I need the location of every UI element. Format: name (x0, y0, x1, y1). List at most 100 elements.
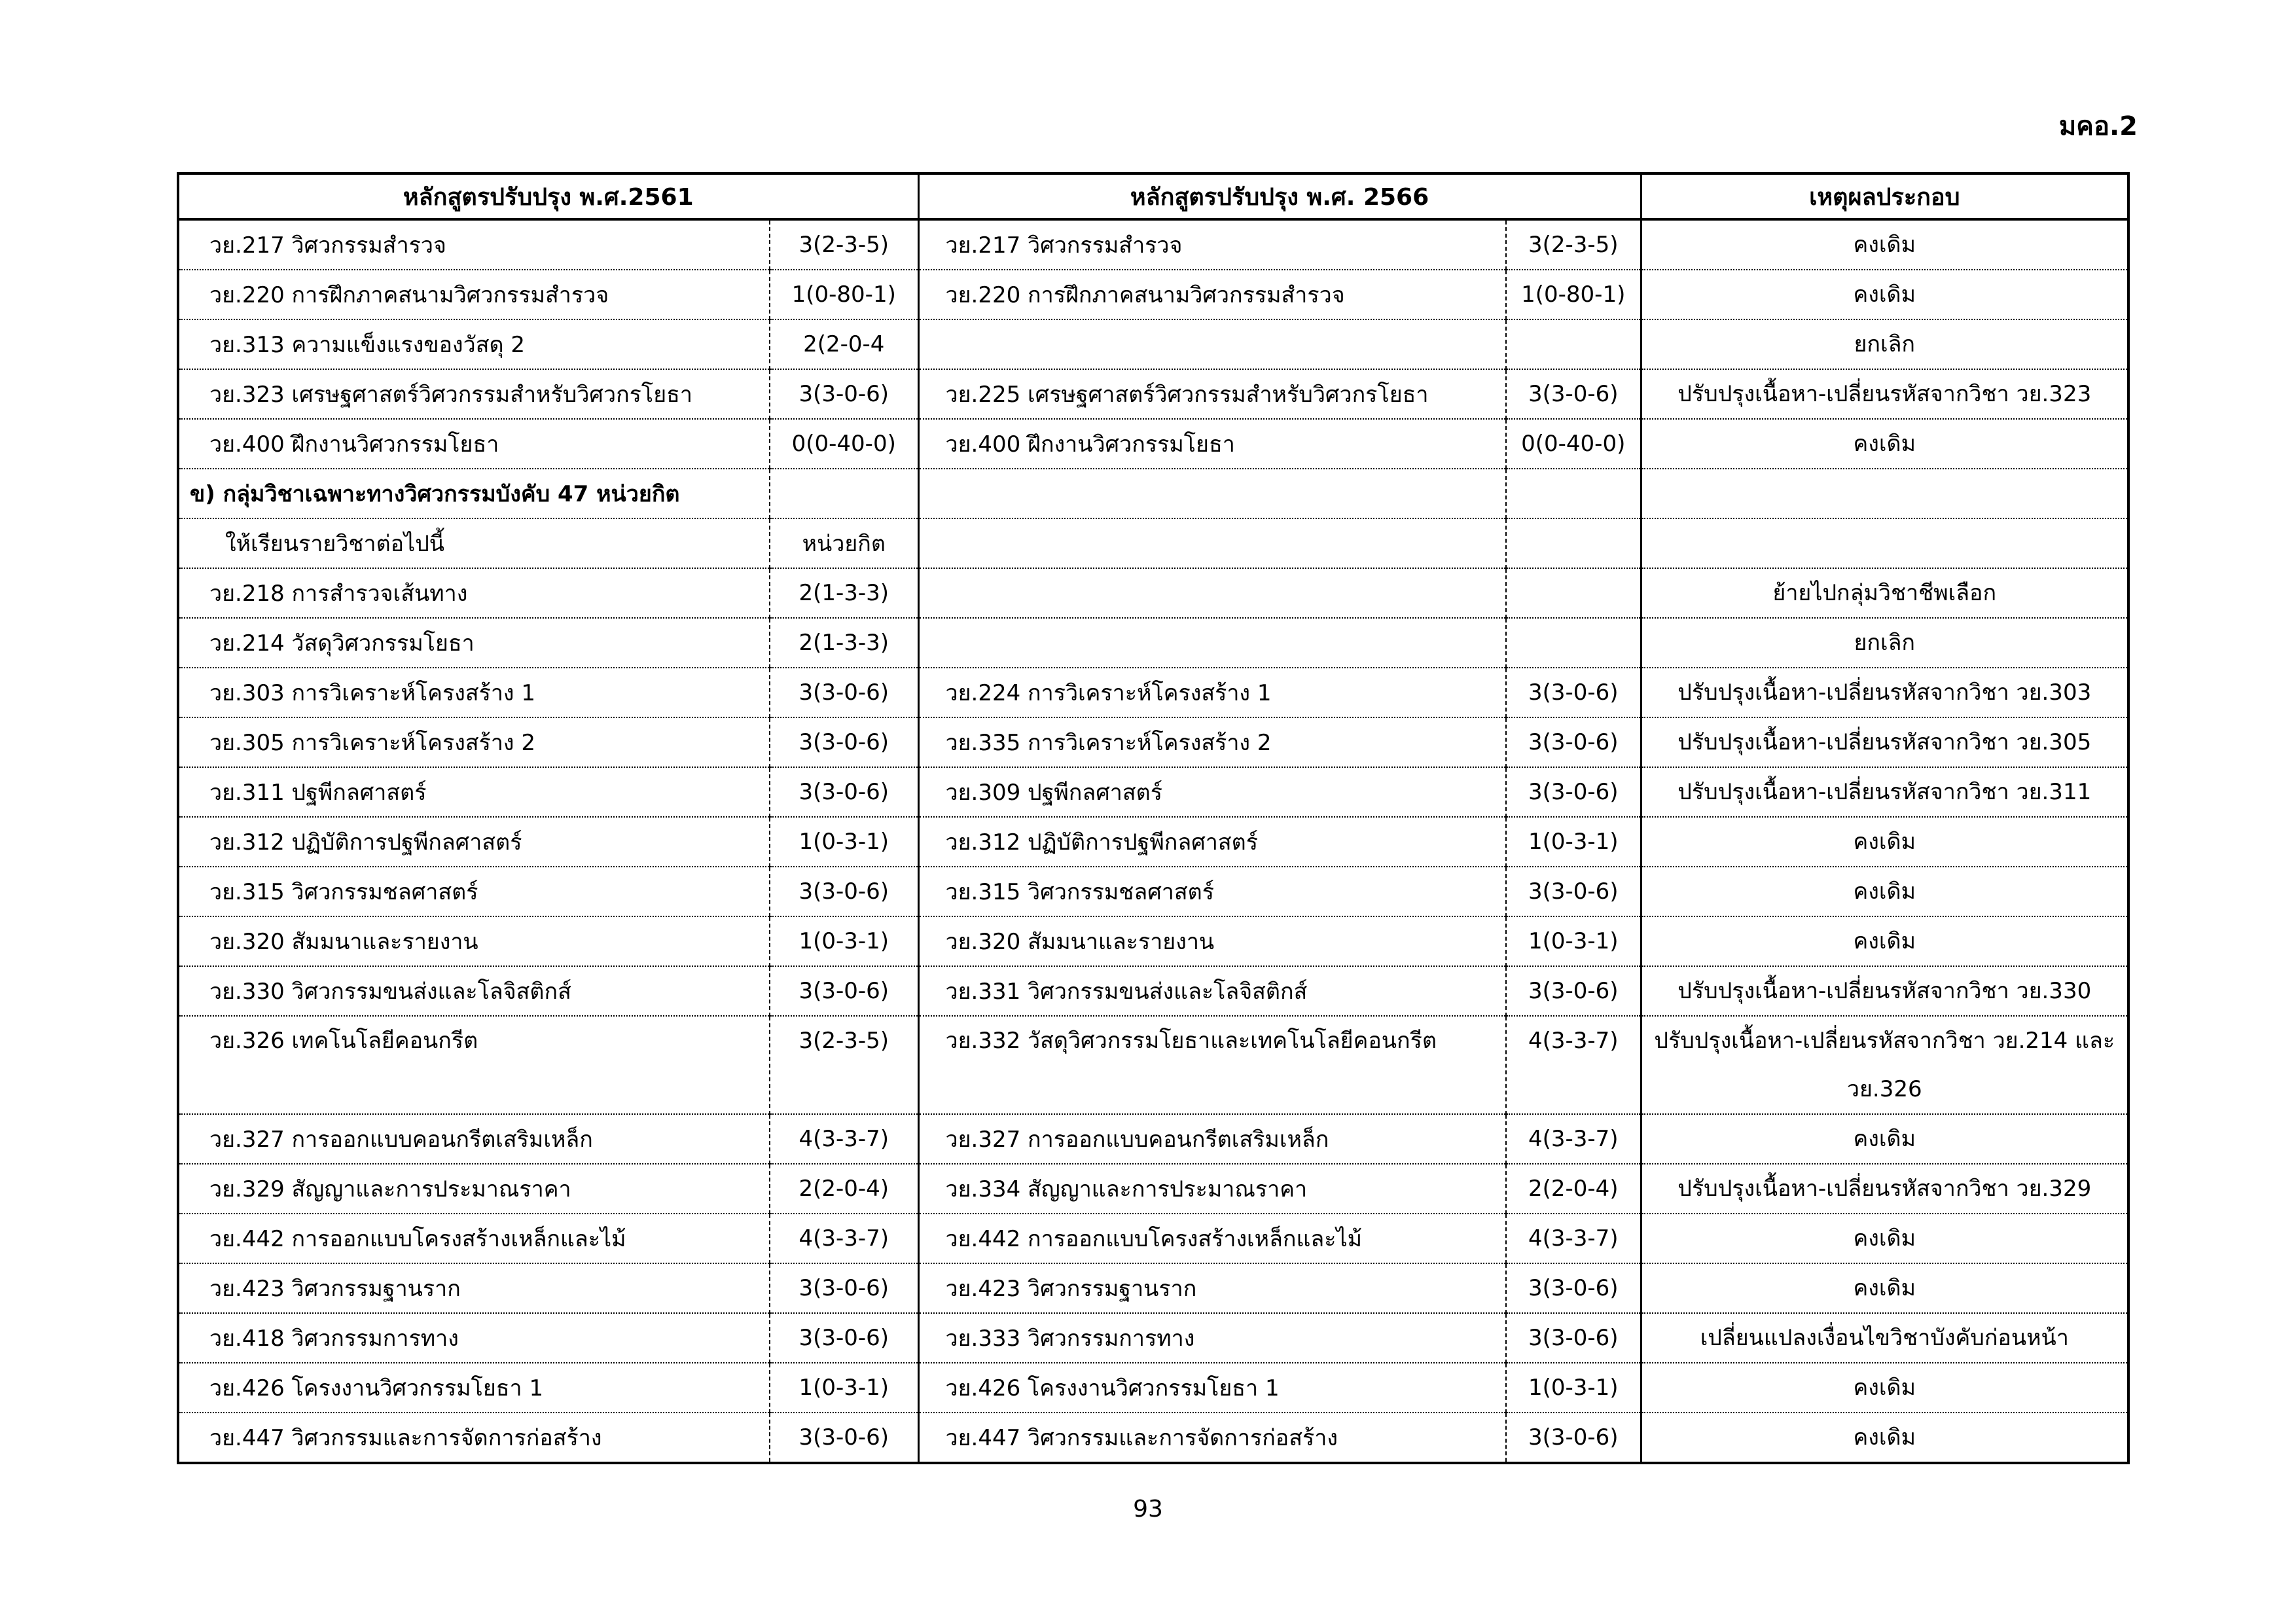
table-row: วย.311 ปฐพีกลศาสตร์ 3(3-0-6) วย.309 ปฐพีกล… (178, 767, 2128, 818)
new-course-cell: วย.320 สัมมนาและรายงาน (917, 916, 1506, 967)
old-credits-cell: 2(1-3-3) (769, 568, 918, 619)
new-course-cell: วย.220 การฝึกภาคสนามวิศวกรรมสำรวจ (917, 270, 1506, 320)
new-credits-cell: 4(3-3-7) (1505, 1214, 1641, 1264)
old-course-cell: วย.327 การออกแบบคอนกรีตเสริมเหล็ก (178, 1114, 770, 1164)
table-row: วย.329 สัญญาและการประมาณราคา 2(2-0-4) วย.3… (178, 1164, 2128, 1214)
old-credits-cell: 2(1-3-3) (769, 618, 918, 668)
old-course-cell: วย.312 ปฏิบัติการปฐพีกลศาสตร์ (178, 817, 770, 867)
old-credits-cell: 3(3-0-6) (769, 668, 918, 718)
new-course-cell (917, 618, 1506, 668)
table-header-row: หลักสูตรปรับปรุง พ.ศ.2561 หลักสูตรปรับปร… (177, 172, 2130, 221)
new-credits-cell: 3(2-3-5) (1505, 219, 1641, 270)
new-course-cell: วย.217 วิศวกรรมสำรวจ (917, 219, 1506, 270)
old-course-cell: วย.400 ฝึกงานวิศวกรรมโยธา (178, 419, 770, 469)
old-credits-cell: หน่วยกิต (769, 518, 918, 569)
old-course-cell: วย.311 ปฐพีกลศาสตร์ (178, 767, 770, 818)
old-course-cell: วย.313 ความแข็งแรงของวัสดุ 2 (178, 319, 770, 370)
reason-cell: เปลี่ยนแปลงเงื่อนไขวิชาบังคับก่อนหน้า (1640, 1313, 2128, 1363)
document-code: มคอ.2 (2058, 111, 2138, 141)
old-course-cell: วย.323 เศรษฐศาสตร์วิศวกรรมสำหรับวิศวกรโย… (178, 369, 770, 420)
table-row: วย.323 เศรษฐศาสตร์วิศวกรรมสำหรับวิศวกรโย… (178, 369, 2128, 420)
reason-cell: คงเดิม (1640, 270, 2128, 320)
new-credits-cell: 3(3-0-6) (1505, 1413, 1641, 1464)
new-course-cell: วย.225 เศรษฐศาสตร์วิศวกรรมสำหรับวิศวกรโย… (917, 369, 1506, 420)
table-row: ให้เรียนรายวิชาต่อไปนี้ หน่วยกิต (178, 518, 2128, 569)
table-row: วย.305 การวิเคราะห์โครงสร้าง 2 3(3-0-6) วย… (178, 717, 2128, 768)
table-row: วย.315 วิศวกรรมชลศาสตร์ 3(3-0-6) วย.315 วิ… (178, 867, 2128, 917)
new-credits-cell: 0(0-40-0) (1505, 419, 1641, 469)
table-row: วย.418 วิศวกรรมการทาง 3(3-0-6) วย.333 วิศว… (178, 1313, 2128, 1363)
old-credits-cell: 3(3-0-6) (769, 1413, 918, 1464)
new-credits-cell (1505, 469, 1641, 519)
old-credits-cell: 1(0-80-1) (769, 270, 918, 320)
new-course-cell: วย.426 โครงงานวิศวกรรมโยธา 1 (917, 1363, 1506, 1413)
reason-cell: คงเดิม (1640, 1363, 2128, 1413)
new-course-cell: วย.334 สัญญาและการประมาณราคา (917, 1164, 1506, 1214)
old-credits-cell: 3(3-0-6) (769, 767, 918, 818)
header-old-curriculum: หลักสูตรปรับปรุง พ.ศ.2561 (177, 172, 920, 221)
reason-cell: คงเดิม (1640, 817, 2128, 867)
new-course-cell: วย.312 ปฏิบัติการปฐพีกลศาสตร์ (917, 817, 1506, 867)
reason-cell: คงเดิม (1640, 1263, 2128, 1314)
new-credits-cell: 3(3-0-6) (1505, 717, 1641, 768)
old-credits-cell: 4(3-3-7) (769, 1214, 918, 1264)
old-credits-cell: 1(0-3-1) (769, 1363, 918, 1413)
old-course-cell: วย.442 การออกแบบโครงสร้างเหล็กและไม้ (178, 1214, 770, 1264)
old-credits-cell: 3(2-3-5) (769, 219, 918, 270)
old-course-cell: วย.329 สัญญาและการประมาณราคา (178, 1164, 770, 1214)
new-course-cell: วย.400 ฝึกงานวิศวกรรมโยธา (917, 419, 1506, 469)
old-course-cell: วย.305 การวิเคราะห์โครงสร้าง 2 (178, 717, 770, 768)
new-credits-cell: 1(0-3-1) (1505, 817, 1641, 867)
reason-cell: ปรับปรุงเนื้อหา-เปลี่ยนรหัสจากวิชา วย.31… (1640, 767, 2128, 818)
reason-cell: คงเดิม (1640, 1413, 2128, 1464)
reason-cell: คงเดิม (1640, 1214, 2128, 1264)
reason-cell (1640, 469, 2128, 519)
new-course-cell: วย.333 วิศวกรรมการทาง (917, 1313, 1506, 1363)
old-course-cell: วย.326 เทคโนโลยีคอนกรีต (178, 1016, 770, 1115)
reason-cell: คงเดิม (1640, 867, 2128, 917)
old-credits-cell: 3(3-0-6) (769, 369, 918, 420)
new-course-cell (917, 469, 1506, 519)
new-credits-cell: 3(3-0-6) (1505, 668, 1641, 718)
old-credits-cell: 3(3-0-6) (769, 966, 918, 1017)
table-row: วย.400 ฝึกงานวิศวกรรมโยธา 0(0-40-0) วย.400… (178, 419, 2128, 469)
old-course-cell: วย.220 การฝึกภาคสนามวิศวกรรมสำรวจ (178, 270, 770, 320)
new-course-cell: วย.315 วิศวกรรมชลศาสตร์ (917, 867, 1506, 917)
table-row: วย.217 วิศวกรรมสำรวจ 3(2-3-5) วย.217 วิศวก… (178, 219, 2128, 270)
old-credits-cell (769, 469, 918, 519)
reason-cell: ยกเลิก (1640, 319, 2128, 370)
reason-cell: ปรับปรุงเนื้อหา-เปลี่ยนรหัสจากวิชา วย.32… (1640, 369, 2128, 420)
new-course-cell: วย.335 การวิเคราะห์โครงสร้าง 2 (917, 717, 1506, 768)
old-credits-cell: 3(3-0-6) (769, 867, 918, 917)
table-row: วย.326 เทคโนโลยีคอนกรีต 3(2-3-5) วย.332 วั… (178, 1016, 2128, 1115)
old-credits-cell: 4(3-3-7) (769, 1114, 918, 1164)
new-credits-cell: 4(3-3-7) (1505, 1114, 1641, 1164)
table-row: วย.423 วิศวกรรมฐานราก 3(3-0-6) วย.423 วิศว… (178, 1263, 2128, 1314)
old-course-cell: วย.447 วิศวกรรมและการจัดการก่อสร้าง (178, 1413, 770, 1464)
table-row: วย.442 การออกแบบโครงสร้างเหล็กและไม้ 4(3-… (178, 1214, 2128, 1264)
old-credits-cell: 1(0-3-1) (769, 916, 918, 967)
new-credits-cell: 3(3-0-6) (1505, 867, 1641, 917)
old-course-cell: ให้เรียนรายวิชาต่อไปนี้ (178, 518, 770, 569)
new-credits-cell: 4(3-3-7) (1505, 1016, 1641, 1115)
table-row: วย.330 วิศวกรรมขนส่งและโลจิสติกส์ 3(3-0-6… (178, 966, 2128, 1017)
reason-cell (1640, 518, 2128, 569)
old-credits-cell: 3(3-0-6) (769, 1263, 918, 1314)
table-row: วย.220 การฝึกภาคสนามวิศวกรรมสำรวจ 1(0-80-… (178, 270, 2128, 320)
old-course-cell: วย.426 โครงงานวิศวกรรมโยธา 1 (178, 1363, 770, 1413)
old-course-cell: วย.315 วิศวกรรมชลศาสตร์ (178, 867, 770, 917)
new-credits-cell: 1(0-3-1) (1505, 916, 1641, 967)
old-credits-cell: 2(2-0-4) (769, 1164, 918, 1214)
new-course-cell (917, 319, 1506, 370)
header-new-curriculum: หลักสูตรปรับปรุง พ.ศ. 2566 (917, 172, 1642, 221)
old-credits-cell: 3(3-0-6) (769, 717, 918, 768)
new-course-cell: วย.423 วิศวกรรมฐานราก (917, 1263, 1506, 1314)
new-credits-cell (1505, 319, 1641, 370)
old-credits-cell: 3(2-3-5) (769, 1016, 918, 1115)
new-course-cell: วย.224 การวิเคราะห์โครงสร้าง 1 (917, 668, 1506, 718)
old-course-cell: วย.214 วัสดุวิศวกรรมโยธา (178, 618, 770, 668)
curriculum-comparison-table: หลักสูตรปรับปรุง พ.ศ.2561 หลักสูตรปรับปร… (177, 172, 2130, 1464)
table-row: วย.218 การสำรวจเส้นทาง 2(1-3-3) ย้ายไปกลุ่… (178, 568, 2128, 619)
table-row: วย.303 การวิเคราะห์โครงสร้าง 1 3(3-0-6) วย… (178, 668, 2128, 718)
reason-cell: คงเดิม (1640, 219, 2128, 270)
